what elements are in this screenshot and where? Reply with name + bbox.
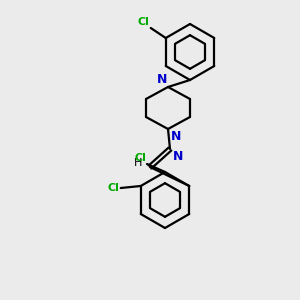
Text: N: N — [157, 73, 167, 86]
Text: Cl: Cl — [108, 183, 120, 193]
Text: N: N — [171, 130, 181, 143]
Text: Cl: Cl — [134, 153, 146, 163]
Text: Cl: Cl — [138, 17, 150, 27]
Text: N: N — [173, 150, 183, 163]
Text: H: H — [134, 158, 142, 168]
